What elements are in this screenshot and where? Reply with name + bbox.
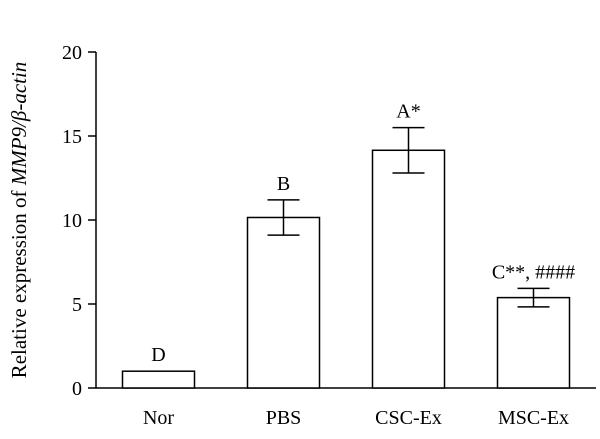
y-tick-label: 5 <box>72 294 82 316</box>
y-tick-label: 15 <box>62 126 82 148</box>
error-bar-msc-ex <box>517 287 550 308</box>
bar-msc-ex <box>496 296 571 389</box>
y-axis-label: Relative expression of MMP9/β-actin <box>7 62 31 379</box>
x-tick-label: Nor <box>143 407 174 429</box>
annotation-csc-ex: A* <box>396 101 420 123</box>
bar-csc-ex <box>371 149 446 389</box>
error-bar-csc-ex <box>392 126 425 174</box>
error-bars <box>267 126 550 308</box>
annotation-nor: D <box>151 344 165 366</box>
annotation-pbs: B <box>277 173 290 195</box>
x-axis: Nor PBS CSC-Ex MSC-Ex <box>96 387 596 429</box>
bar-nor <box>121 370 196 389</box>
y-tick-label: 20 <box>62 42 82 64</box>
y-axis-label-prefix: Relative expression of <box>7 185 31 378</box>
y-tick-label: 10 <box>62 210 82 232</box>
significance-annotations: D B A* C**, #### <box>151 101 575 367</box>
error-bar-pbs <box>267 199 300 236</box>
x-tick-label: MSC-Ex <box>498 407 569 429</box>
y-axis-label-gene: MMP9/β-actin <box>7 62 31 187</box>
x-tick-label: PBS <box>266 407 302 429</box>
annotation-msc-ex: C**, #### <box>492 261 575 283</box>
x-tick-label: CSC-Ex <box>375 407 442 429</box>
y-axis: 0 5 10 15 20 <box>62 42 97 400</box>
bar-pbs <box>246 216 321 389</box>
y-tick-label: 0 <box>72 378 82 400</box>
